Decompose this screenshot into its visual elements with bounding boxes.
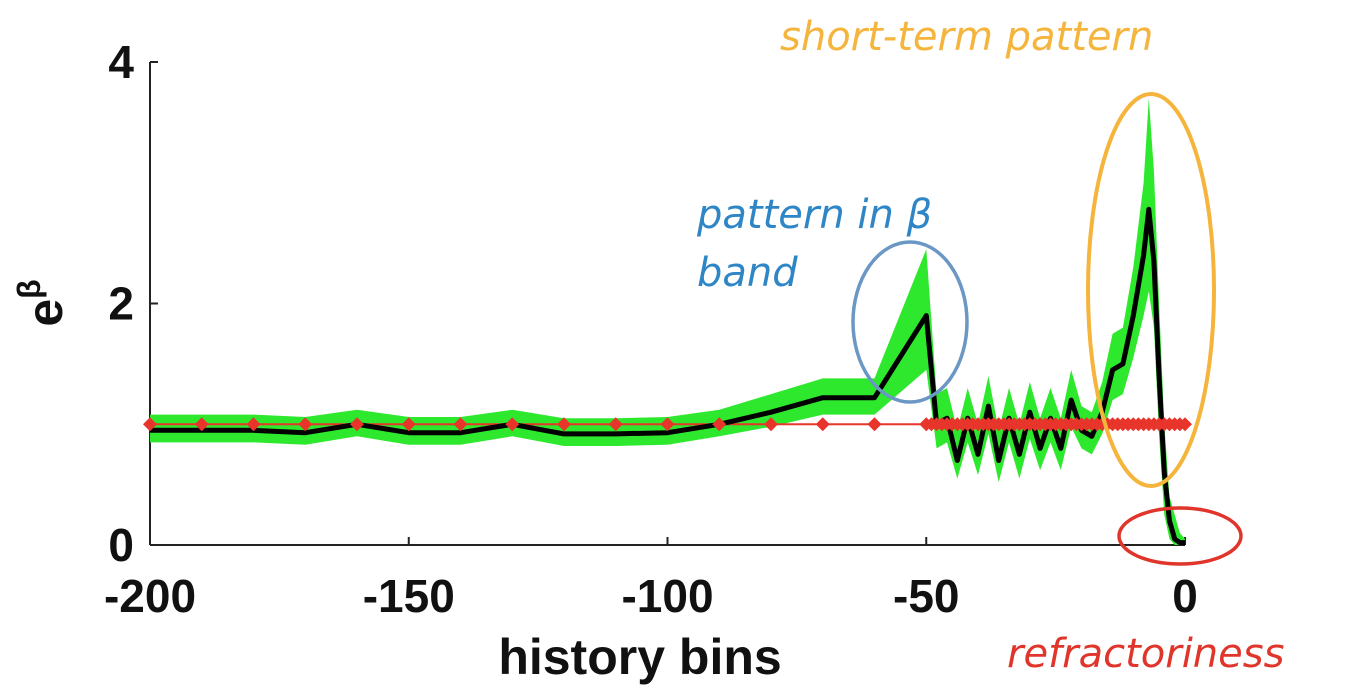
x-tick-label: -150	[363, 570, 455, 622]
reference-marker	[660, 417, 675, 432]
x-axis-label: history bins	[498, 629, 781, 685]
reference-marker	[453, 417, 468, 432]
y-tick-label: 4	[108, 36, 134, 88]
x-tick-label: 0	[1172, 570, 1198, 622]
mean-line	[150, 206, 1185, 546]
plot-area: 0 2 4 -200 -150 -100 -50 0	[104, 36, 1198, 622]
y-tick-label: 2	[108, 278, 134, 330]
annotation-beta-pattern-line1: pattern in β	[696, 192, 932, 238]
reference-marker	[764, 417, 778, 432]
svg-text:eβ: eβ	[11, 279, 73, 326]
annotation-circle-refractory	[1117, 506, 1243, 566]
reference-marker	[298, 417, 313, 432]
reference-marker	[557, 417, 571, 432]
reference-marker	[505, 417, 520, 432]
reference-marker	[401, 417, 416, 432]
annotation-beta-pattern-line2: band	[697, 250, 798, 296]
x-tick-label: -100	[621, 570, 713, 622]
reference-marker	[246, 417, 261, 432]
reference-marker	[194, 417, 209, 432]
reference-marker	[350, 417, 364, 432]
x-tick-label: -200	[104, 570, 196, 622]
reference-marker	[608, 417, 623, 432]
y-axis-label-superscript: β	[11, 279, 47, 299]
y-tick-label: 0	[108, 519, 134, 571]
annotation-circle-beta	[851, 240, 969, 404]
y-axis-label-base: e	[17, 299, 73, 327]
x-tick-label: -50	[893, 570, 959, 622]
reference-marker	[1178, 417, 1192, 432]
annotation-circle-short-term	[1086, 92, 1216, 488]
annotation-short-term-pattern: short-term pattern	[780, 14, 1153, 60]
reference-marker	[867, 417, 882, 432]
confidence-band	[150, 98, 1185, 545]
reference-marker	[712, 417, 727, 432]
reference-marker	[143, 417, 157, 432]
annotation-refractoriness: refractoriness	[1007, 631, 1284, 677]
reference-marker	[815, 417, 830, 432]
y-axis-label: eβ	[11, 279, 73, 326]
